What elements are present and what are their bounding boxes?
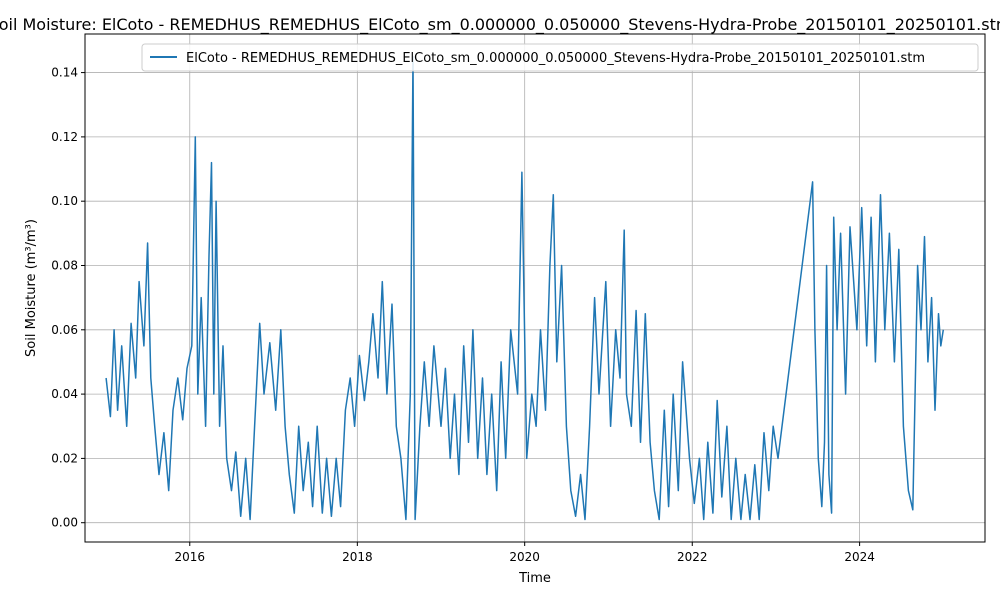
y-tick-label: 0.06 <box>51 323 78 337</box>
y-axis-label: Soil Moisture (m³/m³) <box>24 219 39 357</box>
x-tick-label: 2018 <box>342 550 373 564</box>
legend-box <box>141 43 979 72</box>
y-tick-label: 0.12 <box>51 130 78 144</box>
x-axis-label: Time <box>518 571 551 586</box>
y-tick-label: 0.02 <box>51 451 78 465</box>
y-tick-label: 0.04 <box>51 387 78 401</box>
y-tick-label: 0.00 <box>51 516 78 530</box>
chart-title: Soil Moisture: ElCoto - REMEDHUS_REMEDHU… <box>0 15 1000 35</box>
grid <box>85 34 985 542</box>
y-tick-label: 0.10 <box>51 194 78 208</box>
y-tick-label: 0.14 <box>51 66 78 80</box>
x-tick-label: 2020 <box>509 550 540 564</box>
x-tick-label: 2016 <box>174 550 205 564</box>
series-layer <box>105 55 945 521</box>
y-tick-label: 0.08 <box>51 258 78 272</box>
legend: ElCoto - REMEDHUS_REMEDHUS_ElCoto_sm_0.0… <box>141 43 979 72</box>
legend-label: ElCoto - REMEDHUS_REMEDHUS_ElCoto_sm_0.0… <box>186 51 925 66</box>
y-axis: 0.00 0.02 0.04 0.06 0.08 0.10 0.12 0.14 <box>51 66 85 530</box>
x-axis: 2016 2018 2020 2022 2024 <box>174 542 875 564</box>
plot-frame <box>84 33 986 543</box>
series-line <box>105 55 945 521</box>
x-tick-label: 2022 <box>677 550 708 564</box>
x-tick-label: 2024 <box>844 550 875 564</box>
